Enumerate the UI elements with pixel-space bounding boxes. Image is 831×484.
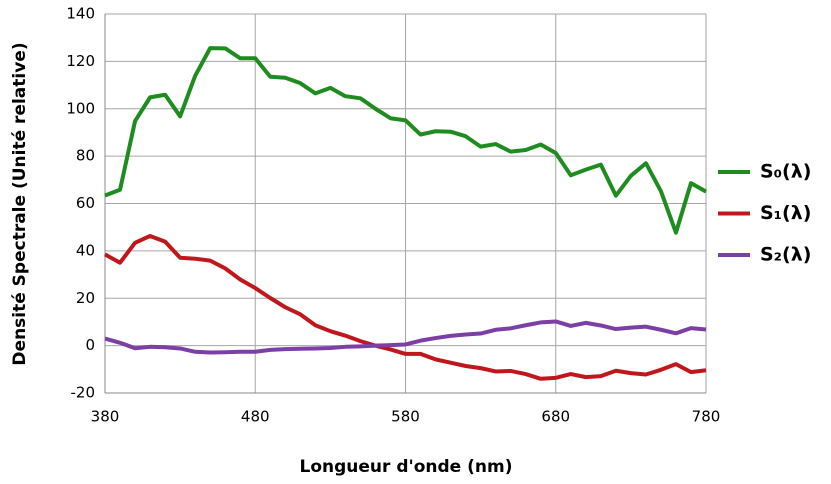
series-line [104,319,707,355]
x-axis-title: Longueur d'onde (nm) [300,457,513,477]
y-tick-label: 20 [76,289,95,307]
legend-label: S₁(λ) [760,202,811,224]
y-tick-label: 80 [76,147,95,165]
x-tick-label: 780 [692,408,721,426]
y-tick-label: -20 [71,384,96,402]
y-tick-label: 100 [66,99,95,117]
legend-label: S₂(λ) [760,244,811,266]
y-tick-label: 40 [76,241,95,259]
y-axis-title: Densité Spectrale (Unité relative) [10,42,30,365]
x-tick-label: 380 [91,408,120,426]
y-tick-label: 0 [85,336,95,354]
series-line [104,46,707,235]
x-tick-label: 580 [391,408,420,426]
x-tick-label: 480 [241,408,270,426]
series-line [104,233,707,381]
y-tick-label: 120 [66,52,95,70]
legend-label: S₀(λ) [760,161,811,183]
x-tick-label: 680 [541,408,570,426]
y-tick-label: 60 [76,194,95,212]
y-tick-label: 140 [66,5,95,23]
